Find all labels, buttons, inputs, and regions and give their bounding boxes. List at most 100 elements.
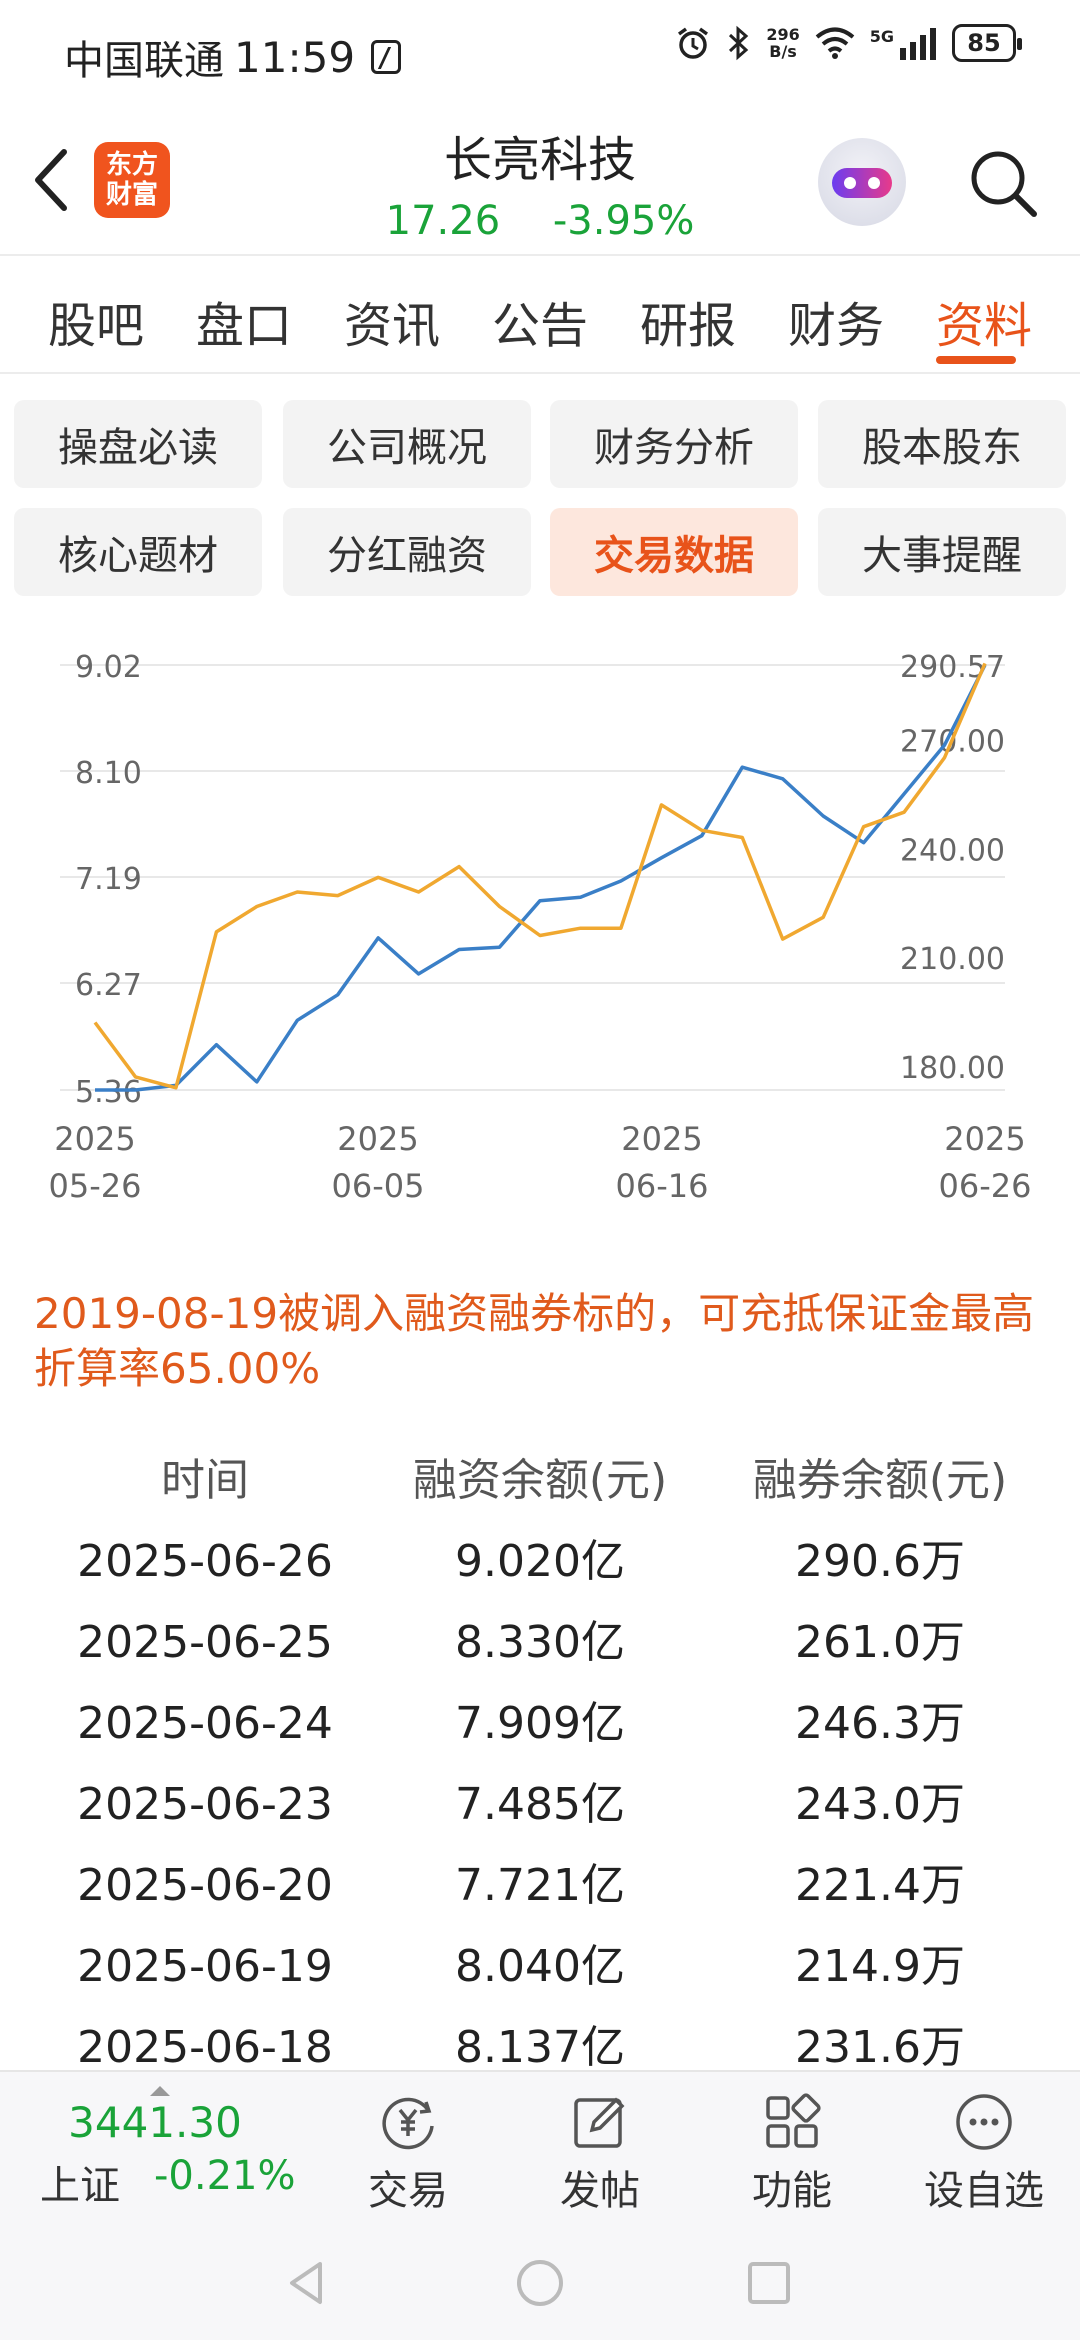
app-logo: 东方 财富 [94, 142, 170, 218]
cell-financing-balance: 9.020亿 [455, 1536, 625, 1587]
nav-home-icon[interactable] [513, 2256, 567, 2310]
cell-financing-balance: 7.721亿 [455, 1860, 625, 1911]
stock-title-block: 长亮科技 17.26 -3.95% [340, 120, 740, 244]
status-left: 中国联通 11:59 [64, 28, 402, 86]
index-row: 上证 -0.21% [40, 2153, 320, 2211]
chip-dividends-financing[interactable]: 分红融资 [283, 508, 531, 596]
margin-eligibility-note: 2019-08-19被调入融资融券标的，可充抵保证金最高折算率65.00% [34, 1289, 1035, 1393]
net-speed-unit: B/s [769, 42, 797, 61]
table-row: 2025-06-19 8.040亿 214.9万 [0, 1926, 1080, 2007]
x-axis-tick-year: 2025 [337, 1120, 418, 1158]
right-axis-tick: 240.00 [900, 833, 1005, 868]
chip-company-overview[interactable]: 公司概况 [283, 400, 531, 488]
cell-short-balance: 261.0万 [795, 1617, 965, 1668]
watchlist-label: 设自选 [924, 2168, 1044, 2214]
table-row: 2025-06-18 8.137亿 231.6万 [0, 2007, 1080, 2088]
chip-trading-data[interactable]: 交易数据 [550, 508, 798, 596]
left-axis-tick: 7.19 [75, 862, 142, 897]
tab-profile[interactable]: 资料 [936, 298, 1033, 354]
chip-core-themes[interactable]: 核心题材 [14, 508, 262, 596]
nfc-icon [371, 40, 402, 74]
system-navigation-bar [0, 2226, 1080, 2340]
table-row: 2025-06-25 8.330亿 261.0万 [0, 1602, 1080, 1683]
short-balance-line [93, 662, 987, 1090]
tab-finance[interactable]: 财务 [788, 298, 885, 354]
cell-financing-balance: 8.330亿 [455, 1617, 625, 1668]
logo-text-line2: 财富 [105, 180, 158, 210]
back-arrow-icon[interactable] [22, 140, 82, 220]
function-button[interactable]: 功能 [712, 2090, 872, 2216]
right-axis-tick: 180.00 [900, 1051, 1005, 1086]
nav-back-icon[interactable] [280, 2256, 334, 2310]
x-axis-tick-year: 2025 [621, 1120, 702, 1158]
bluetooth-icon [729, 25, 749, 61]
more-dots-icon [956, 2094, 1012, 2150]
stock-price: 17.26 [385, 198, 501, 244]
trade-yen-icon [382, 2097, 434, 2150]
chip-major-events[interactable]: 大事提醒 [818, 508, 1066, 596]
left-axis-tick: 6.27 [75, 968, 142, 1003]
tab-guba[interactable]: 股吧 [48, 298, 145, 354]
cell-short-balance: 231.6万 [795, 2022, 965, 2073]
section-tabs: 股吧 盘口 资讯 公告 研报 财务 资料 [0, 256, 1080, 374]
cell-financing-balance: 8.137亿 [455, 2022, 625, 2073]
left-axis-tick: 8.10 [75, 756, 142, 791]
index-change: -0.21% [154, 2153, 296, 2199]
battery-indicator: 85 [952, 24, 1022, 62]
left-axis-tick: 9.02 [75, 650, 142, 685]
tab-research[interactable]: 研报 [640, 298, 737, 354]
wifi-icon [815, 27, 855, 59]
nav-recents-icon[interactable] [742, 2256, 796, 2310]
index-name: 上证 [40, 2163, 120, 2209]
table-header-row: 时间 融资余额(元) 融券余额(元) [0, 1440, 1080, 1521]
post-button[interactable]: 发帖 [520, 2090, 680, 2216]
status-right: 296 B/s 5G 85 [674, 24, 1022, 62]
x-axis-tick-date: 05-26 [49, 1167, 142, 1205]
cell-date: 2025-06-20 [77, 1860, 333, 1911]
alarm-icon [678, 27, 709, 59]
cell-date: 2025-06-25 [77, 1617, 333, 1668]
cell-financing-balance: 7.485亿 [455, 1779, 625, 1830]
header-financing-balance: 融资余额(元) [412, 1455, 668, 1506]
function-label: 功能 [752, 2168, 832, 2214]
cell-short-balance: 243.0万 [795, 1779, 965, 1830]
index-value: 3441.30 [68, 2098, 242, 2147]
table-row: 2025-06-23 7.485亿 243.0万 [0, 1764, 1080, 1845]
tab-news[interactable]: 资讯 [344, 298, 441, 354]
post-label: 发帖 [560, 2168, 640, 2214]
tab-announcements[interactable]: 公告 [492, 298, 589, 354]
financing-balance-line [95, 664, 987, 1092]
add-watchlist-button[interactable]: 设自选 [904, 2090, 1064, 2216]
cell-date: 2025-06-23 [77, 1779, 333, 1830]
shanghai-index-widget[interactable]: 3441.30 上证 -0.21% [40, 2086, 320, 2211]
chip-financial-analysis[interactable]: 财务分析 [550, 400, 798, 488]
cell-short-balance: 214.9万 [795, 1941, 965, 1992]
table-row: 2025-06-24 7.909亿 246.3万 [0, 1683, 1080, 1764]
logo-text-line1: 东方 [105, 150, 158, 180]
chip-trading-guide[interactable]: 操盘必读 [14, 400, 262, 488]
table-row: 2025-06-26 9.020亿 290.6万 [0, 1521, 1080, 1602]
cell-short-balance: 221.4万 [795, 1860, 965, 1911]
stock-change: -3.95% [552, 198, 695, 244]
trade-button[interactable]: 交易 [328, 2090, 488, 2216]
edit-post-icon [574, 2097, 625, 2148]
cell-financing-balance: 7.909亿 [455, 1698, 625, 1749]
ai-assistant-robot-icon[interactable] [818, 138, 906, 226]
search-icon[interactable] [962, 142, 1044, 224]
table-row: 2025-06-20 7.721亿 221.4万 [0, 1845, 1080, 1926]
right-axis-tick: 290.57 [900, 650, 1005, 685]
cell-financing-balance: 8.040亿 [455, 1941, 625, 1992]
header-date: 时间 [161, 1455, 249, 1506]
price-row: 17.26 -3.95% [340, 198, 740, 244]
tab-pankou[interactable]: 盘口 [196, 298, 293, 354]
left-axis-tick: 5.36 [75, 1075, 142, 1110]
stock-name: 长亮科技 [443, 132, 636, 188]
cell-date: 2025-06-18 [77, 2022, 333, 2073]
chip-shareholders[interactable]: 股本股东 [818, 400, 1066, 488]
x-axis-tick-date: 06-05 [332, 1167, 425, 1205]
x-axis-tick-year: 2025 [54, 1120, 135, 1158]
margin-chart-svg: 9.028.107.196.275.36290.57270.00240.0021… [49, 650, 1032, 1205]
clock: 11:59 [234, 32, 356, 82]
cell-date: 2025-06-19 [77, 1941, 333, 1992]
header-short-balance: 融券余额(元) [752, 1455, 1008, 1506]
